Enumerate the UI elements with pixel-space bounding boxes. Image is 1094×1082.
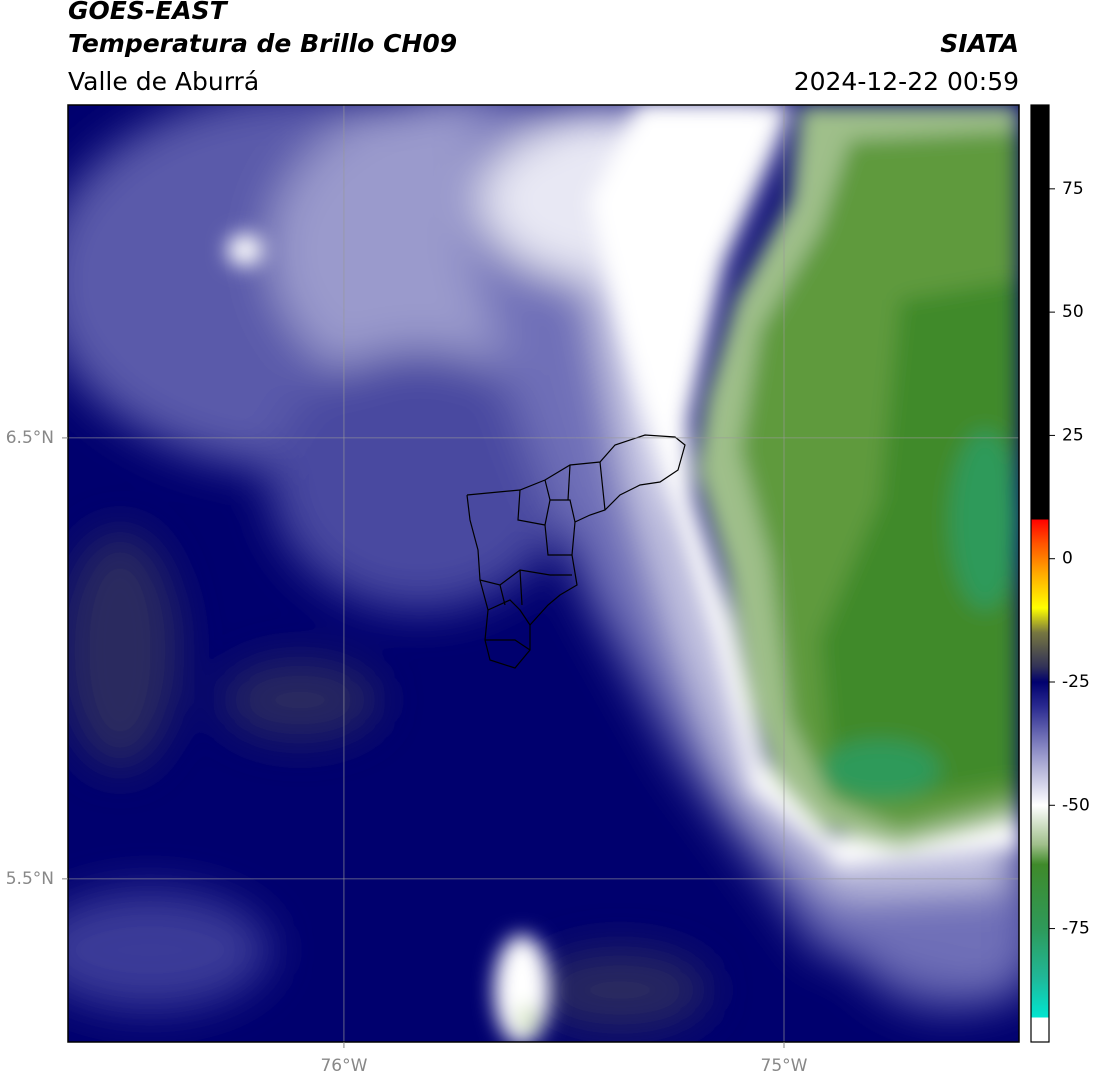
lon-label: 75°W: [761, 1056, 808, 1076]
datetime: 2024-12-22 00:59: [794, 67, 1019, 96]
municipality-borders: [466, 434, 686, 669]
colorbar-tick-label: 50: [1062, 302, 1084, 322]
lat-label: 6.5°N: [6, 428, 54, 448]
map-frame: [67, 104, 1020, 1043]
colorbar-tick-label: 75: [1062, 179, 1084, 199]
region: Valle de Aburrá: [68, 67, 259, 96]
colorbar-tick-label: 25: [1062, 425, 1084, 445]
colorbar-tick-label: -75: [1062, 919, 1090, 939]
lat-label: 5.5°N: [6, 869, 54, 889]
colorbar: [1030, 104, 1050, 1043]
subtitle: Temperatura de Brillo CH09: [68, 29, 457, 58]
satellite-image: [68, 105, 1019, 1042]
colorbar-tick-label: -25: [1062, 672, 1090, 692]
lon-label: 76°W: [320, 1056, 367, 1076]
source: SIATA: [940, 29, 1019, 58]
title: GOES-EAST: [68, 0, 229, 25]
colorbar-tick-label: -50: [1062, 795, 1090, 815]
graticule: [68, 105, 1019, 1042]
colorbar-tick-label: 0: [1062, 549, 1073, 569]
